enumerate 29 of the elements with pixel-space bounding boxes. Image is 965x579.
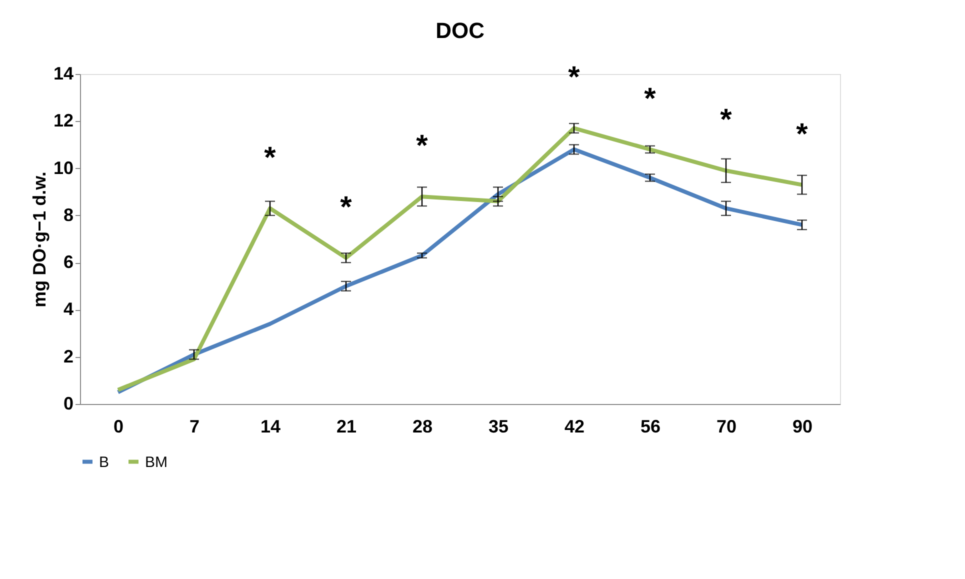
annotation: * (568, 61, 580, 94)
annotation: * (264, 141, 276, 174)
y-tick-label: 0 (63, 394, 74, 414)
x-tick-label: 0 (113, 416, 124, 436)
x-tick-label: 7 (189, 416, 200, 436)
x-tick-label: 14 (260, 416, 281, 436)
x-tick-label: 70 (716, 416, 737, 436)
chart-title: DOC (436, 18, 485, 44)
x-tick-label: 90 (792, 416, 813, 436)
annotation: * (644, 82, 656, 116)
x-tick-label: 42 (564, 416, 585, 436)
y-tick-label: 2 (63, 346, 74, 366)
x-tick-label: 56 (640, 416, 661, 436)
y-tick-label: 4 (63, 299, 74, 320)
x-tick-label: 21 (336, 416, 357, 436)
y-tick-label: 8 (63, 204, 74, 225)
annotation: * (416, 130, 428, 163)
y-tick-label: 14 (53, 64, 74, 84)
annotation: * (340, 190, 352, 224)
y-tick-label: 10 (53, 158, 74, 178)
legend-label: BM (145, 454, 168, 471)
x-tick-label: 28 (412, 416, 433, 436)
annotation: * (720, 104, 732, 137)
x-tick-label: 35 (488, 416, 509, 436)
y-tick-label: 12 (53, 110, 74, 131)
y-axis-title: mg DO·g−1 d.w. (29, 172, 50, 308)
annotation: * (796, 118, 808, 151)
y-tick-label: 6 (63, 252, 74, 272)
legend-label: B (99, 454, 110, 471)
